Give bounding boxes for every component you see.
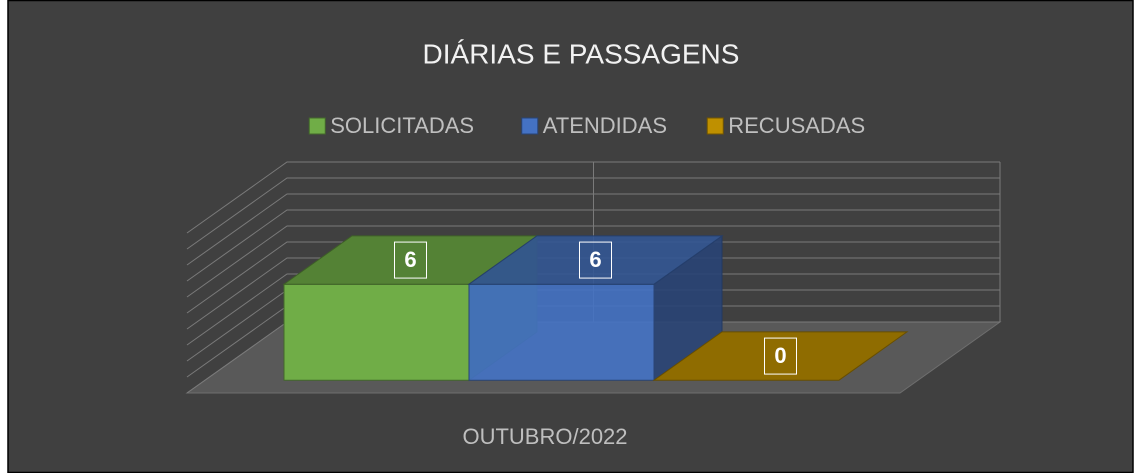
data-label-box: [394, 241, 427, 279]
grid-line: [186, 273, 1000, 346]
bar-top: [652, 331, 909, 381]
legend-swatch: [308, 117, 326, 135]
bar-top: [467, 235, 724, 285]
legend-label: SOLICITADAS: [330, 113, 474, 138]
grid-line: [186, 161, 1000, 234]
legend: SOLICITADAS ATENDIDAS RECUSADAS: [308, 113, 865, 138]
legend-label: ATENDIDAS: [543, 113, 667, 138]
x-tick-label: OUTUBRO/2022: [462, 424, 627, 449]
data-label-box: [764, 337, 797, 375]
grid-line: [186, 225, 1000, 298]
bar-front: [283, 283, 470, 381]
chart-title: DIÁRIAS E PASSAGENS: [423, 38, 740, 69]
grid-line: [186, 241, 1000, 314]
data-label: 6: [404, 247, 416, 272]
data-label-box: [579, 241, 612, 279]
grid-line: [186, 209, 1000, 282]
legend-label: RECUSADAS: [728, 113, 865, 138]
grid-line: [186, 193, 1000, 266]
data-label: 0: [774, 343, 786, 368]
bar-front: [468, 283, 655, 381]
legend-swatch: [706, 117, 724, 135]
data-label: 6: [589, 247, 601, 272]
legend-swatch: [521, 117, 539, 135]
grid-line: [186, 177, 1000, 250]
grid-line: [186, 257, 1000, 330]
